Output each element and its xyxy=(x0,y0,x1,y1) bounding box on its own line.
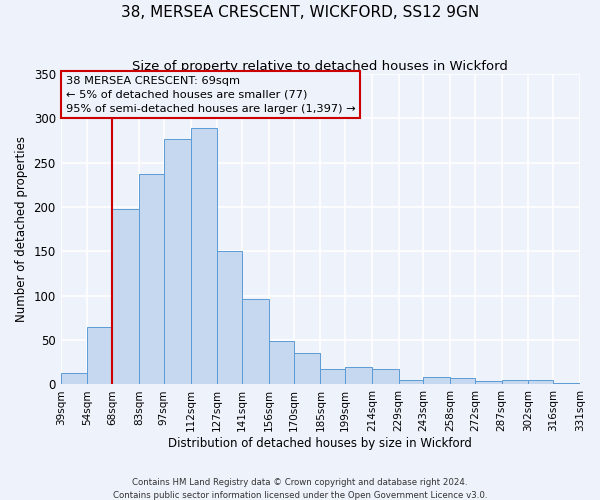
Bar xyxy=(424,378,450,384)
Bar xyxy=(450,378,475,384)
Text: 38, MERSEA CRESCENT, WICKFORD, SS12 9GN: 38, MERSEA CRESCENT, WICKFORD, SS12 9GN xyxy=(121,5,479,20)
Bar xyxy=(112,209,139,384)
Bar xyxy=(139,174,164,384)
Y-axis label: Number of detached properties: Number of detached properties xyxy=(15,136,28,322)
Bar xyxy=(345,366,372,384)
Bar xyxy=(61,373,88,384)
Text: Contains HM Land Registry data © Crown copyright and database right 2024.
Contai: Contains HM Land Registry data © Crown c… xyxy=(113,478,487,500)
X-axis label: Distribution of detached houses by size in Wickford: Distribution of detached houses by size … xyxy=(169,437,472,450)
Bar xyxy=(320,368,345,384)
Bar xyxy=(191,128,217,384)
Bar xyxy=(529,380,553,384)
Bar xyxy=(502,380,529,384)
Bar xyxy=(242,300,269,384)
Bar xyxy=(372,368,398,384)
Bar xyxy=(293,354,320,384)
Title: Size of property relative to detached houses in Wickford: Size of property relative to detached ho… xyxy=(133,60,508,73)
Bar xyxy=(269,341,293,384)
Bar xyxy=(164,139,191,384)
Bar xyxy=(217,252,242,384)
Bar xyxy=(553,382,580,384)
Bar xyxy=(398,380,424,384)
Bar xyxy=(88,327,112,384)
Text: 38 MERSEA CRESCENT: 69sqm
← 5% of detached houses are smaller (77)
95% of semi-d: 38 MERSEA CRESCENT: 69sqm ← 5% of detach… xyxy=(66,76,355,114)
Bar xyxy=(475,381,502,384)
